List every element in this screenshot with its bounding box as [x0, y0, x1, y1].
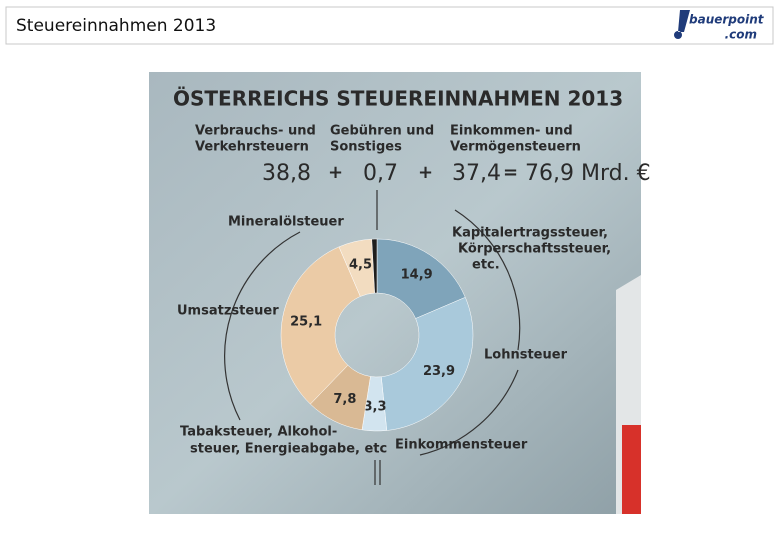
value-label: 3,3 [364, 399, 387, 414]
operator: + [328, 162, 343, 183]
value-label: 23,9 [423, 364, 455, 379]
segment-label: Mineralölsteuer [228, 215, 344, 230]
group-label: Verkehrsteuern [195, 140, 309, 155]
group-label: Vermögensteuern [450, 140, 581, 155]
group-label: Verbrauchs- und [195, 124, 316, 139]
total-value: 76,9 Mrd. € [525, 161, 651, 186]
donut-segment [380, 296, 474, 431]
group-label: Gebühren und [330, 124, 434, 139]
logo-text: .com [725, 28, 757, 42]
group-label: Einkommen- und [450, 124, 573, 139]
group-value: 37,4 [452, 161, 501, 186]
logo-text: bauerpoint [689, 13, 765, 27]
chart-title: ÖSTERREICHS STEUEREINNAHMEN 2013 [173, 87, 623, 111]
chart: ÖSTERREICHS STEUEREINNAHMEN 2013 Verbrauc… [173, 87, 651, 457]
slide-title: Steuereinnahmen 2013 [16, 16, 216, 36]
group-value: 0,7 [363, 161, 398, 186]
segment-label: Lohnsteuer [484, 348, 568, 363]
group-value: 38,8 [262, 161, 311, 186]
donut-segment [280, 246, 361, 405]
header-box [5, 6, 774, 45]
logo-mark [674, 10, 690, 39]
segment-label: Umsatzsteuer [177, 304, 279, 319]
value-label: 14,9 [401, 267, 433, 282]
flow-arrows [224, 190, 521, 485]
segment-label: steuer, Energieabgabe, etc [190, 442, 387, 457]
value-label: 7,8 [333, 392, 356, 407]
operator: = [503, 162, 518, 183]
group-label: Sonstiges [330, 140, 402, 155]
donut-segment [371, 238, 378, 294]
segment-label: Einkommensteuer [395, 438, 528, 453]
segment-label: etc. [472, 258, 500, 273]
operator: + [418, 162, 433, 183]
value-label: 4,5 [349, 257, 372, 272]
segment-label: Tabaksteuer, Alkohol- [180, 425, 337, 440]
segment-label: Kapitalertragssteuer, [452, 226, 608, 241]
decor [622, 425, 641, 514]
value-label: 25,1 [290, 315, 322, 330]
segment-label: Körperschaftssteuer, [458, 242, 611, 257]
